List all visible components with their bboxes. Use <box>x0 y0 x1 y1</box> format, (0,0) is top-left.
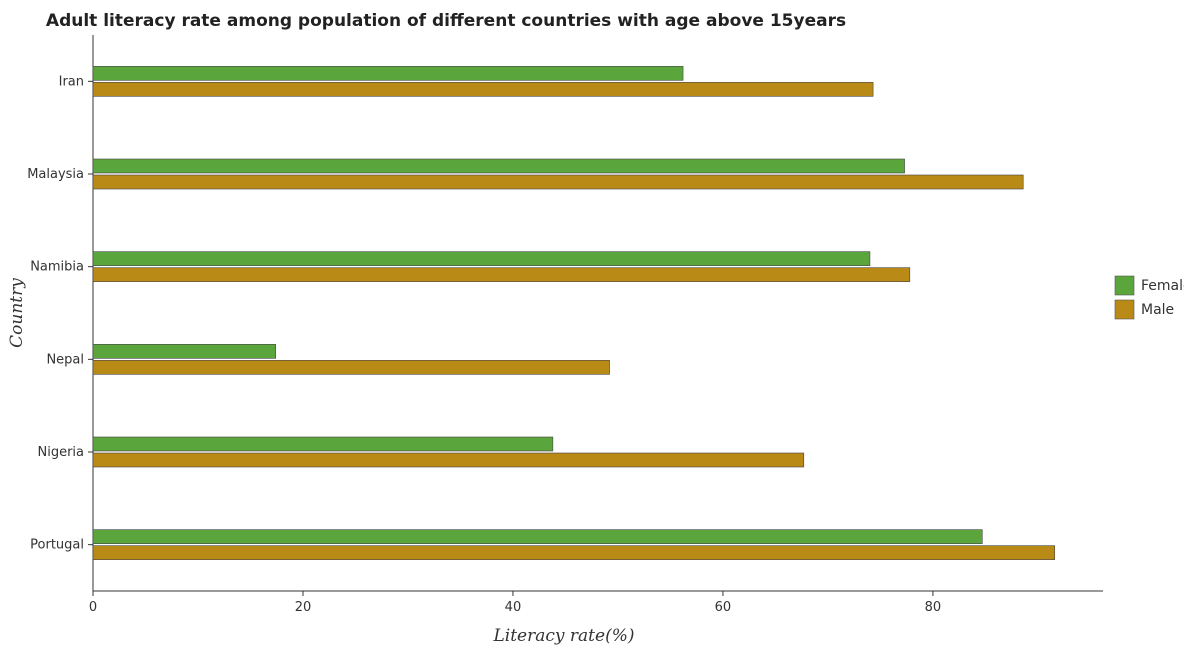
bars-group <box>92 66 1056 560</box>
x-tick-label: 60 <box>715 600 732 615</box>
y-tick-label: Iran <box>59 74 84 89</box>
x-tick-label: 40 <box>505 600 522 615</box>
y-tick-label: Nigeria <box>37 445 84 460</box>
bar-male-namibia <box>92 267 911 282</box>
y-tick-label: Malaysia <box>27 167 84 182</box>
chart-title: Adult literacy rate among population of … <box>46 11 846 31</box>
bar-male-portugal <box>92 545 1056 560</box>
y-tick-label: Portugal <box>30 538 84 553</box>
bar-female-malaysia <box>92 158 905 174</box>
x-ticks-group: 0 20 40 60 80 <box>89 591 941 615</box>
bar-male-iran <box>92 82 874 97</box>
x-tick-label: 0 <box>89 600 97 615</box>
legend-label-female: Female <box>1141 278 1184 294</box>
y-tick-label: Namibia <box>30 260 84 275</box>
y-ticks-group: Iran Malaysia Namibia Nepal Nigeria Portugal <box>27 74 93 553</box>
bar-female-namibia <box>92 251 871 266</box>
x-axis-label: Literacy rate(%) <box>493 626 635 646</box>
y-tick-label: Nepal <box>46 352 84 367</box>
legend-swatch-male <box>1114 299 1135 320</box>
bar-male-nigeria <box>92 452 805 468</box>
y-axis-label: Country <box>7 278 27 348</box>
bar-female-nepal <box>92 344 276 359</box>
legend-label-male: Male <box>1141 302 1174 318</box>
legend: Female Male <box>1114 275 1184 320</box>
bar-female-portugal <box>92 529 983 544</box>
x-tick-label: 80 <box>925 600 942 615</box>
plot-area <box>93 35 1103 591</box>
bar-female-iran <box>92 66 684 81</box>
legend-swatch-female <box>1114 275 1135 296</box>
bar-female-nigeria <box>92 436 554 452</box>
bar-male-malaysia <box>92 174 1024 190</box>
x-tick-label: 20 <box>295 600 312 615</box>
bar-male-nepal <box>92 360 610 375</box>
